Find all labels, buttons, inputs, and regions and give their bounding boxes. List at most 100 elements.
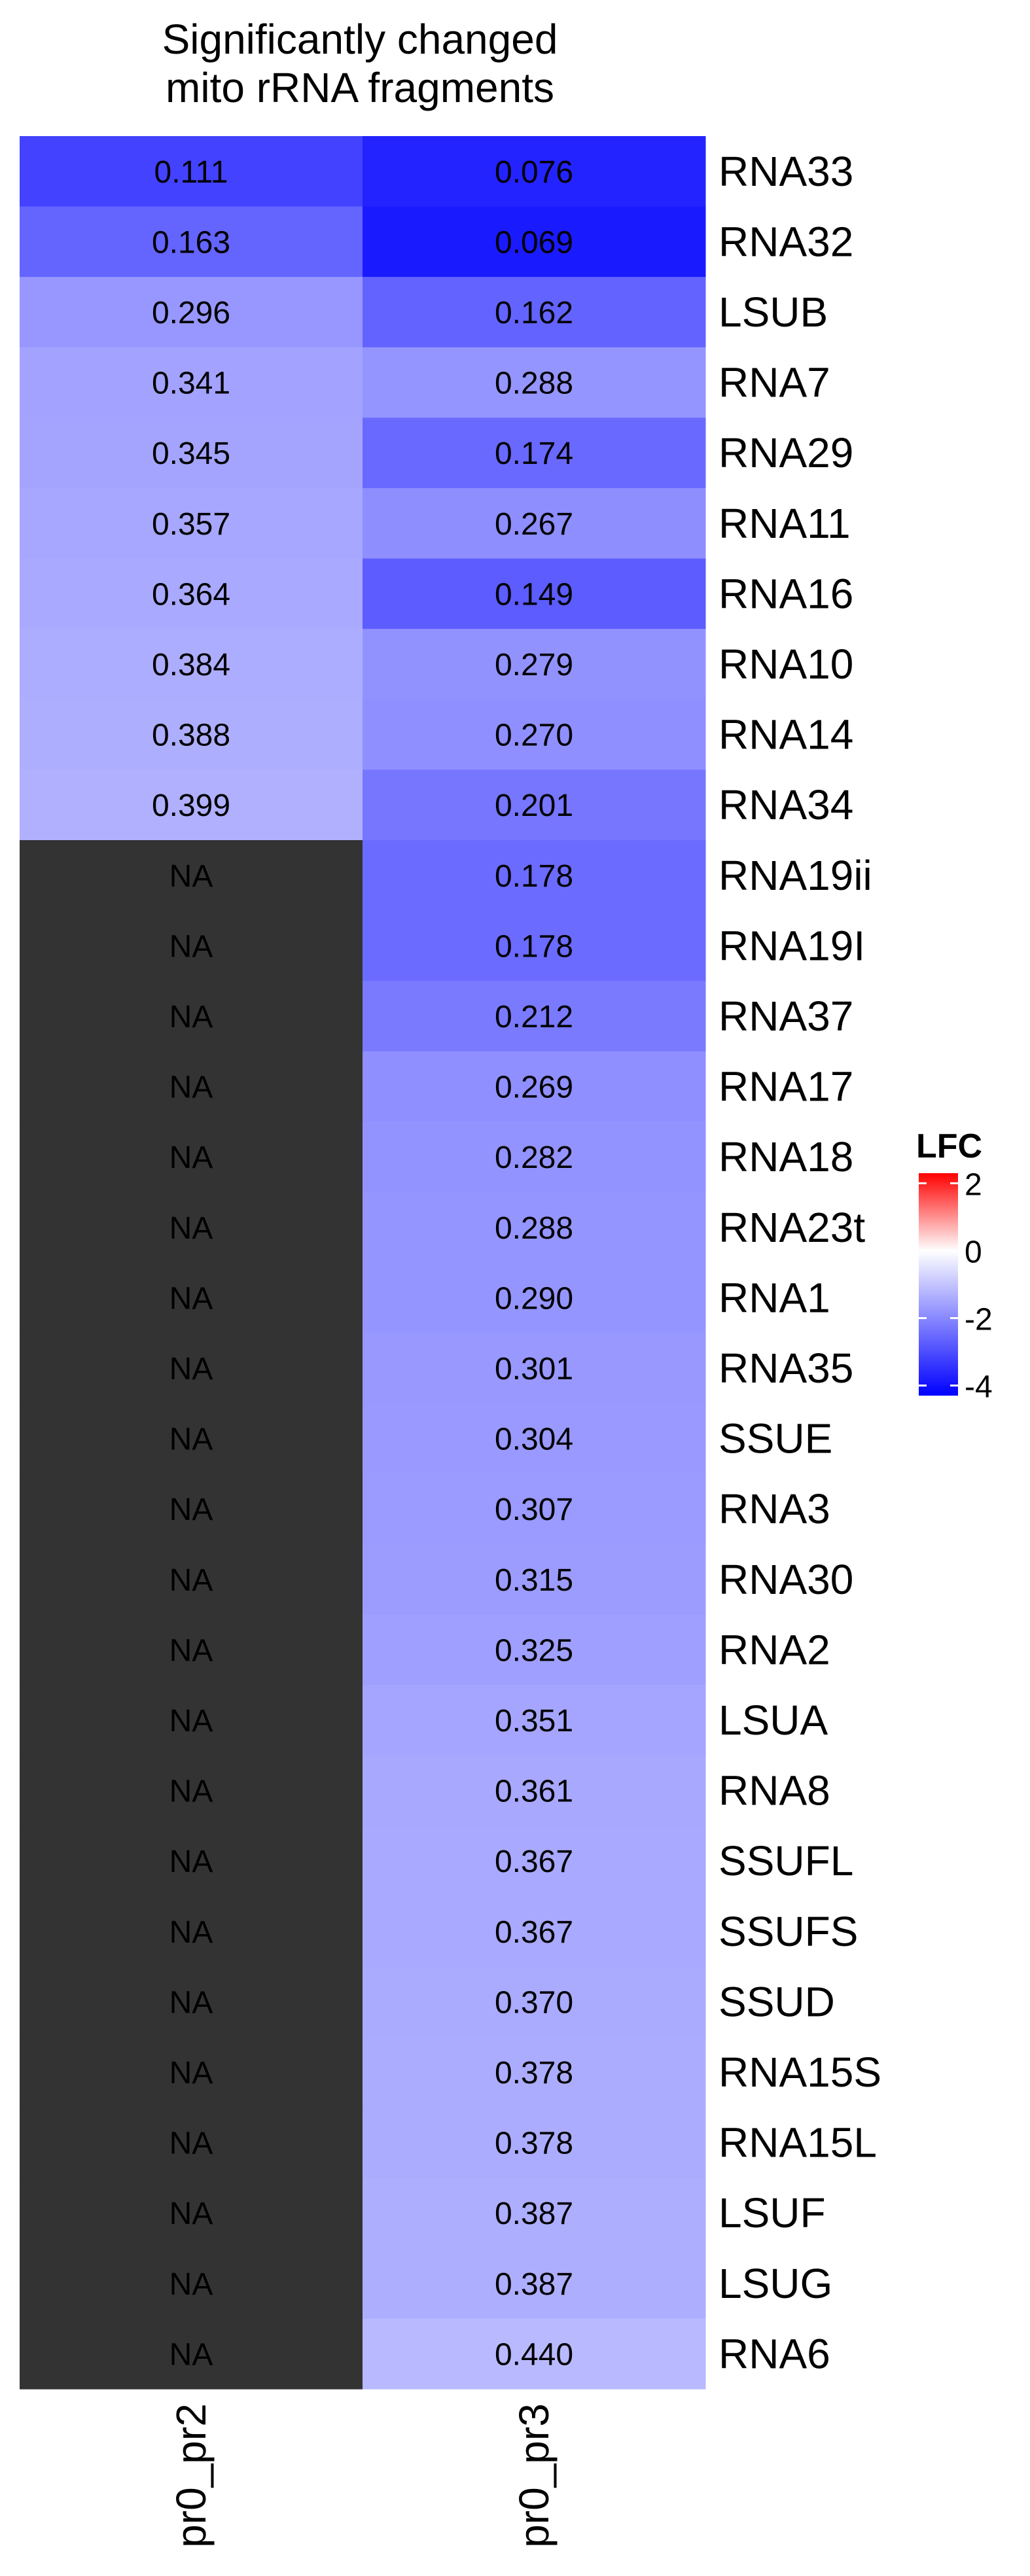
heatmap-cell (363, 1403, 706, 1474)
heatmap-cell (363, 2178, 706, 2249)
heatmap-cell (20, 1473, 363, 1545)
row-label: RNA2 (719, 1626, 830, 1673)
heatmap-cell (363, 417, 706, 489)
cell-label: 0.307 (495, 1492, 573, 1527)
cell-label: NA (169, 929, 213, 964)
cell-label: NA (169, 1000, 213, 1034)
heatmap-cell (363, 1826, 706, 1897)
row-label: RNA16 (719, 570, 853, 617)
cell-label: 0.440 (495, 2337, 573, 2372)
heatmap-cell (363, 1614, 706, 1685)
cell-label: 0.325 (495, 1633, 573, 1668)
heatmap-cell (20, 1192, 363, 1263)
cell-label: 0.399 (152, 788, 230, 823)
heatmap-cell (20, 417, 363, 489)
heatmap-cell (363, 1333, 706, 1404)
heatmap-cell (20, 1966, 363, 2038)
heatmap-cell (363, 699, 706, 770)
cell-label: NA (169, 1211, 213, 1246)
heatmap-cell (363, 769, 706, 841)
legend-title: LFC (916, 1127, 982, 1165)
heatmap-cell (20, 558, 363, 629)
row-label: RNA10 (719, 641, 853, 688)
cell-label: 0.290 (495, 1281, 573, 1316)
heatmap-cell (20, 1262, 363, 1333)
row-label: LSUG (719, 2260, 832, 2307)
cell-label: 0.288 (495, 1211, 573, 1246)
row-label: SSUE (719, 1415, 832, 1462)
row-label: LSUB (719, 289, 828, 336)
row-label: RNA17 (719, 1063, 853, 1110)
heatmap-cell (20, 347, 363, 418)
cell-label: 0.304 (495, 1422, 573, 1457)
heatmap-cell (363, 206, 706, 277)
cell-label: 0.315 (495, 1563, 573, 1598)
row-label: RNA34 (719, 781, 853, 828)
heatmap-cell (363, 488, 706, 559)
column-label: pr0_pr3 (510, 2403, 558, 2548)
heatmap-cell (20, 2248, 363, 2320)
cell-label: 0.282 (495, 1140, 573, 1175)
cell-label: NA (169, 1985, 213, 2020)
row-label: RNA37 (719, 993, 853, 1040)
heatmap-cell (363, 2107, 706, 2178)
cell-label: 0.178 (495, 859, 573, 894)
row-label: RNA15L (719, 2119, 877, 2166)
cell-label: NA (169, 1704, 213, 1738)
row-label: RNA32 (719, 218, 853, 265)
cell-label: NA (169, 1352, 213, 1386)
row-label: RNA7 (719, 359, 830, 406)
cell-label: NA (169, 1633, 213, 1668)
heatmap-cell (363, 1685, 706, 1756)
cell-label: NA (169, 2056, 213, 2091)
cell-label: 0.212 (495, 1000, 573, 1034)
heatmap-cell (363, 1051, 706, 1122)
row-label: RNA23t (719, 1204, 865, 1251)
legend-tick-label: 2 (965, 1167, 982, 1202)
column-label: pr0_pr2 (168, 2403, 215, 2548)
heatmap-cell (363, 1121, 706, 1193)
cell-label: 0.149 (495, 577, 573, 612)
cell-label: NA (169, 1140, 213, 1175)
heatmap-cell (20, 488, 363, 559)
heatmap-cell (20, 277, 363, 348)
cell-label: 0.288 (495, 366, 573, 401)
cell-label: 0.367 (495, 1915, 573, 1950)
cell-label: NA (169, 1915, 213, 1950)
cell-label: 0.201 (495, 788, 573, 823)
heatmap-cell (20, 1544, 363, 1615)
cell-label: NA (169, 859, 213, 894)
heatmap-cell (20, 1614, 363, 1685)
heatmap-cell (20, 2318, 363, 2390)
cell-label: 0.296 (152, 296, 230, 330)
row-label: RNA35 (719, 1345, 853, 1392)
heatmap-cell (20, 2037, 363, 2108)
cell-label: 0.351 (495, 1704, 573, 1738)
heatmap-cell (363, 2037, 706, 2108)
cell-label: NA (169, 1070, 213, 1105)
row-label: SSUFS (719, 1908, 858, 1955)
cell-label: NA (169, 1844, 213, 1879)
heatmap-cell (20, 1333, 363, 1404)
row-label: RNA11 (719, 500, 851, 547)
cell-label: 0.370 (495, 1985, 573, 2020)
heatmap-cell (363, 1755, 706, 1826)
cell-label: 0.367 (495, 1844, 573, 1879)
heatmap-cell (363, 1473, 706, 1545)
cell-label: NA (169, 2267, 213, 2302)
row-label: RNA1 (719, 1274, 830, 1321)
row-label: RNA19I (719, 922, 865, 969)
heatmap-cell (20, 1051, 363, 1122)
heatmap-cell (363, 840, 706, 911)
heatmap-cell (20, 1896, 363, 1967)
cell-label: 0.345 (152, 436, 230, 471)
row-label: LSUA (719, 1697, 828, 1744)
heatmap-cell (20, 840, 363, 911)
row-label: LSUF (719, 2189, 826, 2236)
row-label: RNA6 (719, 2330, 830, 2377)
cell-label: NA (169, 1422, 213, 1457)
heatmap-cell (363, 347, 706, 418)
heatmap-cell (20, 699, 363, 770)
